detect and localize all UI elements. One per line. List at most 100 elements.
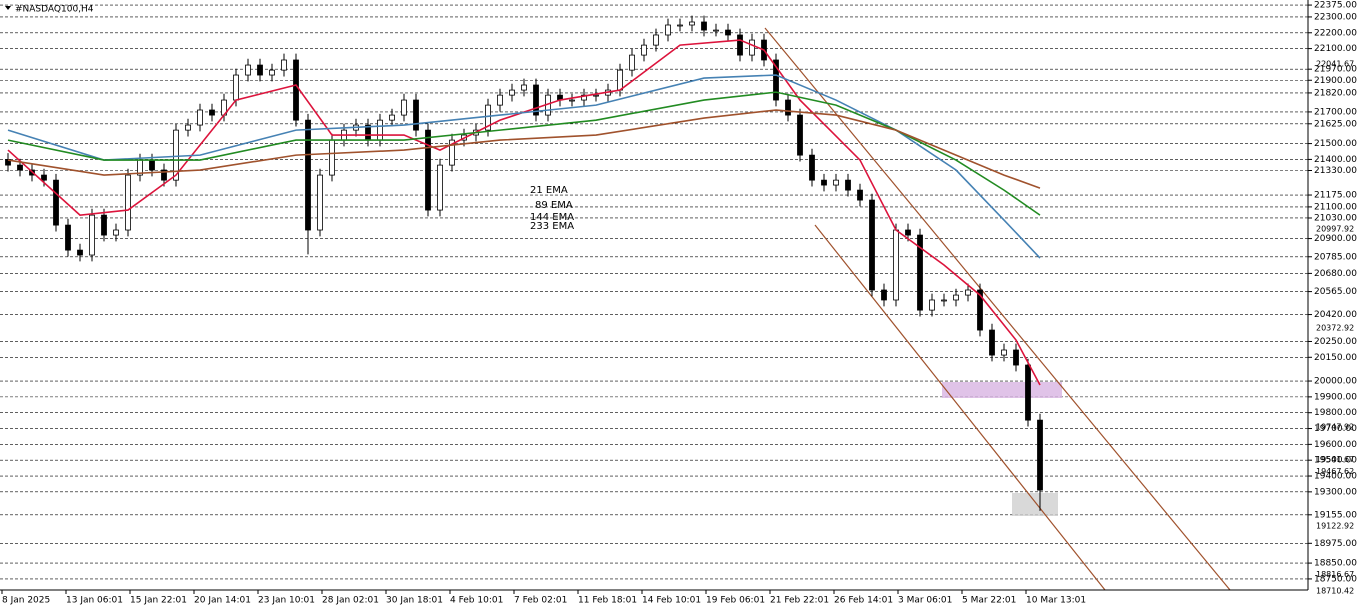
- candle-body: [629, 54, 635, 71]
- candle-body: [377, 119, 383, 141]
- y-tick-label: 20900.00: [1314, 234, 1357, 244]
- x-tick-label: 28 Jan 02:01: [322, 596, 379, 606]
- channel-line: [814, 224, 1106, 591]
- x-tick-label: 30 Jan 18:01: [386, 596, 443, 606]
- x-tick-label: 11 Feb 18:01: [578, 596, 637, 606]
- candle-body: [941, 299, 947, 302]
- candle-body: [641, 44, 647, 56]
- candle-body: [401, 99, 407, 116]
- price-marker-label: 19747.92: [1316, 422, 1354, 431]
- y-tick-label: 21625.00: [1314, 119, 1357, 129]
- candle-body: [521, 84, 527, 91]
- y-tick-label: 19500.00: [1314, 456, 1357, 466]
- candle-body: [245, 64, 251, 76]
- y-tick-label: 21175.00: [1314, 191, 1357, 201]
- price-marker-label: 20372.92: [1316, 324, 1354, 333]
- zone-box: [942, 382, 1062, 398]
- candle-body: [785, 99, 791, 116]
- candle-body: [89, 214, 95, 256]
- x-tick-label: 10 Mar 13:01: [1026, 596, 1086, 606]
- legend-label: 233 EMA: [530, 221, 574, 232]
- candle-body: [653, 34, 659, 46]
- chart-title: #NASDAQ100,H4: [15, 5, 94, 15]
- y-tick-label: 20250.00: [1314, 337, 1357, 347]
- y-tick-label: 21970.00: [1314, 65, 1357, 75]
- x-tick-label: 4 Feb 10:01: [450, 596, 503, 606]
- y-tick-label: 21030.00: [1314, 213, 1357, 223]
- y-tick-label: 21100.00: [1314, 202, 1357, 212]
- x-tick-label: 21 Feb 22:01: [770, 596, 829, 606]
- x-tick-label: 14 Feb 10:01: [642, 596, 701, 606]
- y-tick-label: 20000.00: [1314, 377, 1357, 387]
- candle-body: [833, 179, 839, 186]
- candle-body: [821, 179, 827, 186]
- candle-body: [149, 159, 155, 171]
- y-tick-label: 19800.00: [1314, 408, 1357, 418]
- ema-line: [7, 74, 1041, 259]
- y-tick-label: 19700.00: [1314, 424, 1357, 434]
- legend-label: 89 EMA: [535, 200, 573, 211]
- candle-body: [5, 159, 11, 166]
- candle-body: [593, 94, 599, 97]
- candle-body: [749, 39, 755, 56]
- candle-body: [197, 109, 203, 126]
- candle-body: [569, 99, 575, 102]
- ema-line: [7, 39, 1041, 386]
- candle-body: [173, 129, 179, 181]
- candle-body: [581, 94, 587, 101]
- y-tick-label: 20785.00: [1314, 252, 1357, 262]
- y-tick-label: 19155.00: [1314, 510, 1357, 520]
- candle-body: [101, 214, 107, 236]
- channel-line: [764, 27, 1231, 591]
- candle-body: [449, 139, 455, 166]
- candle-body: [125, 174, 131, 231]
- y-tick-label: 21500.00: [1314, 139, 1357, 149]
- y-tick-label: 20680.00: [1314, 269, 1357, 279]
- candle-body: [989, 329, 995, 356]
- y-tick-label: 21900.00: [1314, 76, 1357, 86]
- candle-body: [113, 229, 119, 236]
- candle-body: [665, 24, 671, 36]
- candle-body: [257, 64, 263, 76]
- y-tick-label: 20150.00: [1314, 353, 1357, 363]
- price-marker-label: 18816.67: [1316, 570, 1354, 579]
- y-tick-label: 21330.00: [1314, 166, 1357, 176]
- candle-body: [437, 164, 443, 211]
- y-tick-label: 20420.00: [1314, 310, 1357, 320]
- candle-body: [329, 139, 335, 176]
- y-tick-label: 22300.00: [1314, 12, 1357, 22]
- x-tick-label: 3 Mar 06:01: [898, 596, 952, 606]
- x-tick-label: 20 Jan 14:01: [194, 596, 251, 606]
- candle-body: [725, 29, 731, 36]
- candle-body: [737, 34, 743, 56]
- price-marker-label: 18710.42: [1316, 587, 1354, 596]
- y-tick-label: 22375.00: [1314, 1, 1357, 11]
- candle-body: [281, 59, 287, 71]
- candle-body: [41, 174, 47, 181]
- candle-body: [845, 179, 851, 191]
- price-marker-label: 19541.67: [1316, 455, 1354, 464]
- price-marker-label: 19467.62: [1316, 467, 1354, 476]
- y-tick-label: 18850.00: [1314, 559, 1357, 569]
- candle-body: [965, 289, 971, 296]
- candle-body: [293, 59, 299, 121]
- x-tick-label: 5 Mar 22:01: [962, 596, 1016, 606]
- candle-body: [497, 94, 503, 106]
- title-icon: [5, 6, 11, 10]
- candle-body: [713, 29, 719, 32]
- price-marker-label: 19122.92: [1316, 521, 1354, 530]
- grid: [0, 4, 1308, 580]
- y-tick-label: 21820.00: [1314, 88, 1357, 98]
- candle-body: [509, 89, 515, 96]
- candle-body: [881, 289, 887, 301]
- candle-body: [317, 174, 323, 231]
- y-tick-label: 20565.00: [1314, 287, 1357, 297]
- y-tick-label: 19400.00: [1314, 472, 1357, 482]
- candle-body: [701, 21, 707, 31]
- price-axis-bg: [1308, 0, 1362, 611]
- candle-body: [905, 229, 911, 236]
- candle-body: [929, 299, 935, 311]
- candle-body: [953, 294, 959, 301]
- x-tick-label: 19 Feb 06:01: [706, 596, 765, 606]
